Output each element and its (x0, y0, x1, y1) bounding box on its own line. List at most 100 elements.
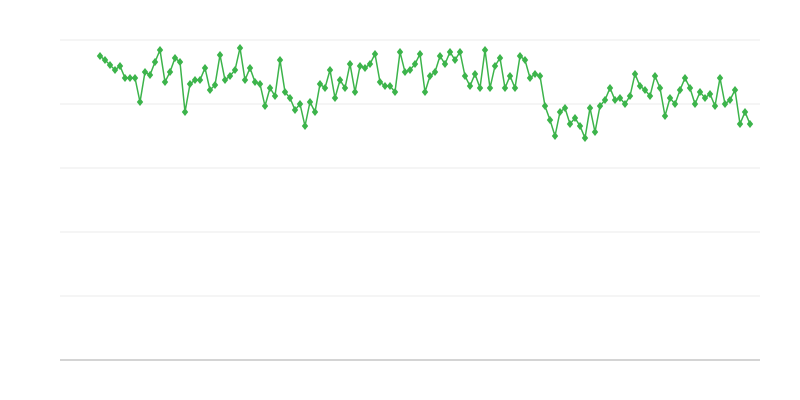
data-point (671, 100, 679, 108)
data-point (436, 52, 444, 60)
data-point (531, 70, 539, 78)
data-point (266, 84, 274, 92)
data-point (246, 64, 254, 72)
data-point (341, 84, 349, 92)
data-point (156, 46, 164, 54)
data-point (431, 68, 439, 76)
data-point (526, 74, 534, 82)
data-point (361, 64, 369, 72)
data-point (521, 56, 529, 64)
data-point (506, 72, 514, 80)
data-point (331, 94, 339, 102)
data-point (106, 61, 114, 69)
data-point (646, 92, 654, 100)
data-point (416, 50, 424, 58)
data-point (476, 84, 484, 92)
data-point (656, 84, 664, 92)
data-point (196, 76, 204, 84)
data-point (641, 86, 649, 94)
data-point (621, 100, 629, 108)
data-point (136, 98, 144, 106)
data-point (101, 56, 109, 64)
data-point (336, 76, 344, 84)
data-point (626, 92, 634, 100)
data-point (406, 66, 414, 74)
data-point (546, 116, 554, 124)
data-point (461, 72, 469, 80)
data-point (496, 54, 504, 62)
data-point (116, 62, 124, 70)
data-point (696, 88, 704, 96)
data-point (351, 88, 359, 96)
data-point (571, 114, 579, 122)
data-point (111, 66, 119, 74)
data-point (441, 60, 449, 68)
data-point (216, 51, 224, 59)
data-point (301, 122, 309, 130)
data-point (676, 86, 684, 94)
data-point (481, 46, 489, 54)
data-point (126, 74, 134, 82)
data-point (491, 62, 499, 70)
data-point (596, 102, 604, 110)
data-point (516, 52, 524, 60)
data-point (121, 74, 129, 82)
data-point (256, 80, 264, 88)
data-point (471, 70, 479, 78)
data-point (401, 68, 409, 76)
data-point (186, 80, 194, 88)
data-point (171, 54, 179, 62)
data-point (96, 52, 104, 60)
data-point (691, 100, 699, 108)
data-point (181, 108, 189, 116)
data-point (161, 78, 169, 86)
data-point (486, 84, 494, 92)
data-point (721, 100, 729, 108)
data-point (381, 82, 389, 90)
data-point (296, 100, 304, 108)
data-point (661, 112, 669, 120)
data-point (241, 76, 249, 84)
data-point (631, 70, 639, 78)
data-point (686, 84, 694, 92)
data-point (191, 76, 199, 84)
data-point (736, 120, 744, 128)
data-point (591, 128, 599, 136)
data-point (306, 98, 314, 106)
data-point (291, 106, 299, 114)
data-point (396, 48, 404, 56)
data-point (281, 88, 289, 96)
data-point (561, 104, 569, 112)
data-point (551, 132, 559, 140)
data-point (371, 50, 379, 58)
data-point (681, 74, 689, 82)
data-point (576, 122, 584, 130)
data-point (346, 60, 354, 68)
data-point (511, 84, 519, 92)
data-point (386, 82, 394, 90)
data-point (446, 48, 454, 56)
data-point (286, 94, 294, 102)
data-point (606, 84, 614, 92)
data-point (536, 72, 544, 80)
data-point (746, 120, 754, 128)
data-point (456, 48, 464, 56)
data-point (231, 66, 239, 74)
data-point (421, 88, 429, 96)
data-point (276, 56, 284, 64)
data-point (411, 60, 419, 68)
data-point (236, 44, 244, 52)
data-point (151, 58, 159, 66)
data-point (356, 62, 364, 70)
data-point (271, 92, 279, 100)
data-point (501, 84, 509, 92)
data-point (701, 94, 709, 102)
data-point (211, 81, 219, 89)
data-point (711, 102, 719, 110)
data-point (221, 76, 229, 84)
data-point (706, 90, 714, 98)
data-point (146, 71, 154, 79)
data-point (616, 94, 624, 102)
data-point (726, 96, 734, 104)
